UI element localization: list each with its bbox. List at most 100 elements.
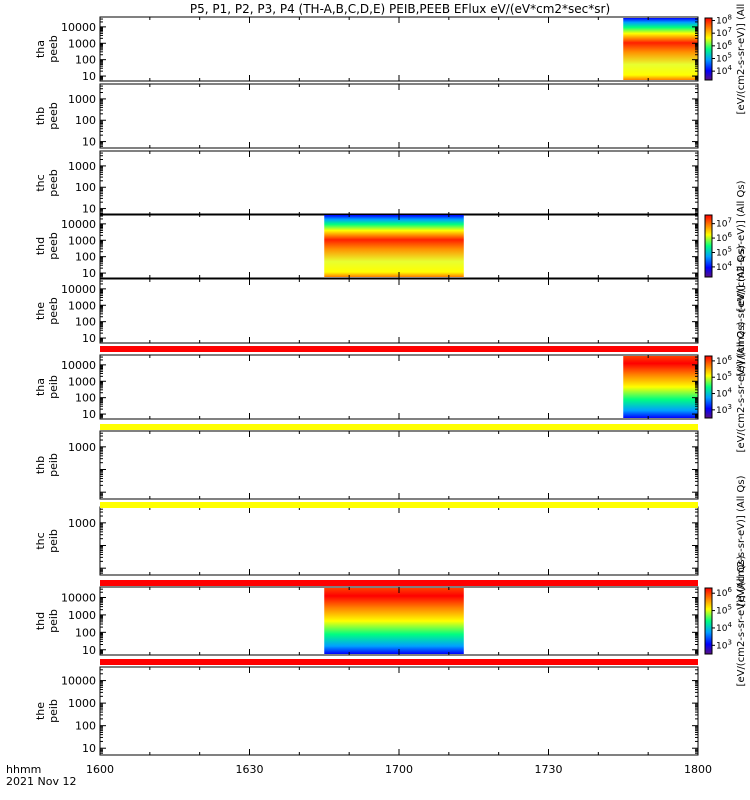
colorbar-tick-label: 108 <box>716 14 732 27</box>
colorbar-tick-label: 105 <box>716 604 732 617</box>
panel-label-probe: thb <box>34 456 47 474</box>
y-tick-label: 10 <box>82 332 96 345</box>
y-tick-label: 100 <box>75 114 96 127</box>
units-label: [eV/(cm2-s-sr-eV)] (All Qs) <box>736 475 747 606</box>
panel-label-product: peeb <box>47 35 60 63</box>
y-tick-label: 10 <box>82 203 96 216</box>
y-tick-label: 1000 <box>68 517 96 530</box>
colorbar-tick-label: 103 <box>716 638 732 651</box>
colorbar-thd-peib <box>704 587 713 655</box>
y-tick-label: 10000 <box>61 218 96 231</box>
y-tick-label: 100 <box>75 54 96 67</box>
y-tick-label: 1000 <box>68 375 96 388</box>
panel-label-product: peeb <box>47 297 60 325</box>
panel-frame-tha-peeb <box>99 16 699 82</box>
panel-label-probe: thd <box>34 237 47 255</box>
panel-frame-tha-peib <box>99 354 699 420</box>
panel-frame-thb-peib <box>99 430 699 500</box>
y-tick-label: 1000 <box>68 37 96 50</box>
x-axis-label: hhmm <box>6 763 41 776</box>
flag-bar-red-4 <box>100 659 698 665</box>
spectrogram-block-thd-peeb-0 <box>324 215 464 277</box>
colorbar-tick-label: 104 <box>716 260 732 273</box>
colorbar-tick-label: 104 <box>716 387 732 400</box>
x-tick-label: 1630 <box>236 763 264 776</box>
panel-label-probe: tha <box>34 378 47 396</box>
panel-label-product: peib <box>47 609 60 633</box>
y-tick-label: 10 <box>82 70 96 83</box>
panel-label-product: peib <box>47 375 60 399</box>
spectrogram-block-tha-peib-0 <box>623 356 698 418</box>
y-tick-label: 10 <box>82 644 96 657</box>
x-tick-label: 1730 <box>535 763 563 776</box>
panel-label-product: peeb <box>47 232 60 260</box>
panel-label-product: peib <box>47 699 60 723</box>
y-tick-label: 100 <box>75 626 96 639</box>
x-axis-date: 2021 Nov 12 <box>6 775 76 788</box>
panel-frame-thc-peib <box>99 506 699 576</box>
y-tick-label: 1000 <box>68 299 96 312</box>
y-tick-label: 1000 <box>68 441 96 454</box>
y-tick-label: 10 <box>82 267 96 280</box>
panel-frame-thc-peeb <box>99 150 699 216</box>
x-tick-label: 1800 <box>684 763 712 776</box>
colorbar-thd-peeb <box>704 214 713 278</box>
units-label: [eV/(cm2-s-sr-eV)] (All Qs) <box>736 555 747 686</box>
colorbar-tick-label: 105 <box>716 245 732 258</box>
colorbar-tha-peib <box>704 355 713 419</box>
panel-label-product: peib <box>47 529 60 553</box>
units-label: [eV/(cm2-s-sr-eV)] (All Qs) <box>736 321 747 452</box>
spectrogram-block-thd-peib-0 <box>324 588 464 654</box>
flag-bar-red-3 <box>100 580 698 586</box>
colorbar-tick-label: 107 <box>716 26 732 39</box>
y-tick-label: 1000 <box>68 609 96 622</box>
units-label: [eV/(cm2-s-sr-eV)] (All Qs) <box>736 245 747 376</box>
y-tick-label: 10000 <box>61 675 96 688</box>
panel-frame-thb-peeb <box>99 83 699 149</box>
panel-frame-the-peeb <box>99 278 699 344</box>
y-tick-label: 100 <box>75 720 96 733</box>
y-tick-label: 10000 <box>61 21 96 34</box>
panel-label-product: peeb <box>47 102 60 130</box>
y-tick-label: 1000 <box>68 234 96 247</box>
colorbar-tick-label: 107 <box>716 217 732 230</box>
units-label: [eV/(cm2-s-sr-eV)] (All Qs) <box>736 0 747 114</box>
panel-label-product: peib <box>47 453 60 477</box>
x-tick-label: 1700 <box>385 763 413 776</box>
colorbar-tick-label: 104 <box>716 64 732 77</box>
units-label: [eV/(cm2-s-sr-eV)] (All Qs) <box>736 180 747 311</box>
colorbar-tick-label: 104 <box>716 621 732 634</box>
y-tick-label: 10000 <box>61 359 96 372</box>
colorbar-tick-label: 105 <box>716 370 732 383</box>
flag-bar-yellow-2 <box>100 502 698 508</box>
colorbar-tick-label: 106 <box>716 39 732 52</box>
panel-label-probe: the <box>34 302 47 320</box>
panel-label-probe: thc <box>34 532 47 549</box>
y-tick-label: 1000 <box>68 160 96 173</box>
y-tick-label: 10 <box>82 136 96 149</box>
colorbar-tick-label: 106 <box>716 231 732 244</box>
y-tick-label: 1000 <box>68 697 96 710</box>
colorbar-tick-label: 103 <box>716 403 732 416</box>
y-tick-label: 100 <box>75 316 96 329</box>
y-tick-label: 10 <box>82 742 96 755</box>
flag-bar-red-0 <box>100 346 698 352</box>
y-tick-label: 10 <box>82 408 96 421</box>
colorbar-tick-label: 106 <box>716 586 732 599</box>
y-tick-label: 10000 <box>61 591 96 604</box>
colorbar-tha-peeb <box>704 17 713 81</box>
colorbar-tick-label: 105 <box>716 51 732 64</box>
panel-label-probe: thb <box>34 107 47 125</box>
panel-label-product: peeb <box>47 169 60 197</box>
x-tick-label: 1600 <box>86 763 114 776</box>
y-tick-label: 100 <box>75 251 96 264</box>
panel-label-probe: thd <box>34 612 47 630</box>
spectrogram-block-tha-peeb-0 <box>623 18 698 80</box>
panel-label-probe: thc <box>34 174 47 191</box>
y-tick-label: 10000 <box>61 283 96 296</box>
panel-frame-the-peib <box>99 666 699 756</box>
panel-label-probe: tha <box>34 40 47 58</box>
panel-label-probe: the <box>34 702 47 720</box>
